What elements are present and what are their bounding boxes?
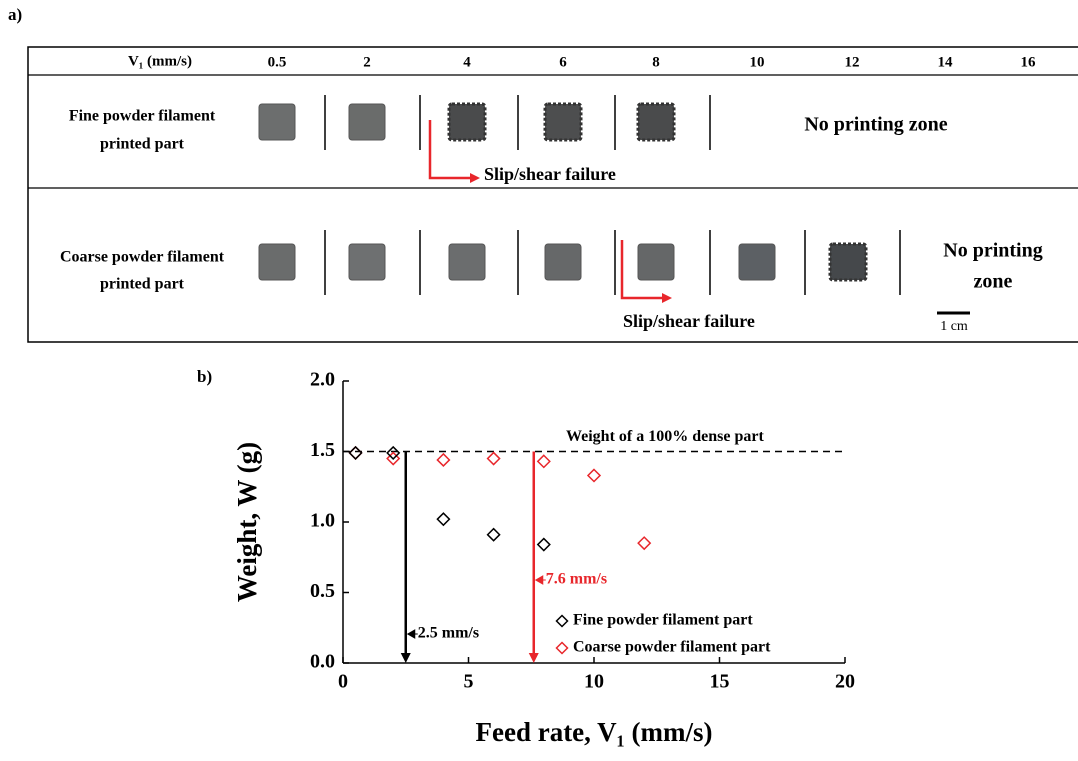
arrow-head bbox=[528, 653, 539, 663]
part-photo bbox=[637, 243, 675, 281]
header-title: V₁ (mm/s) bbox=[128, 53, 192, 69]
row-label: printed part bbox=[100, 136, 185, 153]
y-tick-label: 0.5 bbox=[310, 580, 335, 602]
x-tick-label: 10 bbox=[584, 671, 604, 693]
panel-label: b) bbox=[197, 367, 212, 386]
part-photo bbox=[258, 243, 296, 281]
no-print-label: No printing zone bbox=[804, 114, 947, 136]
part-photo bbox=[258, 103, 296, 141]
x-tick-label: 15 bbox=[710, 671, 730, 693]
marker-label: 7.6 mm/s bbox=[546, 571, 607, 588]
legend-label: Fine powder filament part bbox=[573, 612, 753, 629]
part-photo bbox=[348, 103, 386, 141]
y-axis-title: Weight, W (g) bbox=[232, 442, 262, 602]
label-arrow bbox=[534, 575, 546, 585]
y-tick-label: 1.5 bbox=[310, 439, 335, 461]
data-point bbox=[436, 452, 451, 468]
data-point bbox=[486, 451, 501, 466]
part-photo bbox=[738, 243, 776, 281]
table-frame bbox=[27, 46, 1078, 343]
failure-arrow bbox=[428, 120, 472, 180]
scale-label: 1 cm bbox=[940, 319, 968, 334]
part-photo bbox=[447, 102, 487, 142]
legend-marker bbox=[555, 641, 569, 655]
row-label: printed part bbox=[100, 276, 185, 293]
failure-label: Slip/shear failure bbox=[623, 311, 755, 331]
row-label: Coarse powder filament bbox=[60, 249, 225, 266]
data-point bbox=[536, 454, 551, 469]
part-photo bbox=[448, 243, 486, 281]
data-point bbox=[386, 451, 401, 466]
data-point bbox=[536, 537, 551, 552]
x-axis-title: Feed rate, V₁ (mm/s) bbox=[475, 717, 712, 747]
column-header: 16 bbox=[1021, 54, 1037, 70]
y-tick-label: 1.0 bbox=[310, 510, 335, 532]
legend-label: Coarse powder filament part bbox=[573, 639, 771, 656]
x-tick-label: 0 bbox=[338, 671, 348, 693]
data-point bbox=[348, 445, 363, 460]
failure-arrow bbox=[620, 240, 664, 300]
no-print-label: No printing bbox=[943, 240, 1042, 262]
reference-label: Weight of a 100% dense part bbox=[566, 428, 764, 445]
no-print-label: zone bbox=[974, 271, 1013, 293]
y-tick-label: 2.0 bbox=[310, 369, 335, 391]
legend-marker bbox=[555, 614, 569, 628]
label-arrow bbox=[406, 629, 418, 639]
part-photo bbox=[636, 102, 676, 142]
column-header: 2 bbox=[363, 54, 371, 70]
part-photo bbox=[828, 242, 868, 282]
part-photo bbox=[543, 102, 583, 142]
column-header: 0.5 bbox=[268, 54, 287, 70]
row-label: Fine powder filament bbox=[69, 108, 216, 125]
column-header: 12 bbox=[845, 54, 860, 70]
y-tick-label: 0.0 bbox=[310, 651, 335, 673]
marker-label: 2.5 mm/s bbox=[418, 625, 479, 642]
x-tick-label: 20 bbox=[835, 671, 855, 693]
part-photo bbox=[348, 243, 386, 281]
arrow-head bbox=[470, 173, 480, 183]
data-point bbox=[637, 536, 652, 551]
part-photo bbox=[544, 243, 582, 281]
failure-label: Slip/shear failure bbox=[484, 164, 616, 184]
data-point bbox=[386, 445, 401, 460]
arrow-head bbox=[662, 293, 672, 303]
column-header: 4 bbox=[463, 54, 471, 70]
data-point bbox=[348, 445, 363, 460]
column-header: 10 bbox=[750, 54, 765, 70]
x-tick-label: 5 bbox=[464, 671, 474, 693]
data-point bbox=[436, 512, 451, 527]
panel-label: a) bbox=[8, 5, 22, 24]
arrow-head bbox=[400, 653, 411, 663]
data-point bbox=[586, 468, 602, 483]
column-header: 6 bbox=[559, 54, 567, 70]
column-header: 14 bbox=[938, 54, 954, 70]
data-point bbox=[486, 527, 501, 542]
column-header: 8 bbox=[652, 54, 660, 70]
